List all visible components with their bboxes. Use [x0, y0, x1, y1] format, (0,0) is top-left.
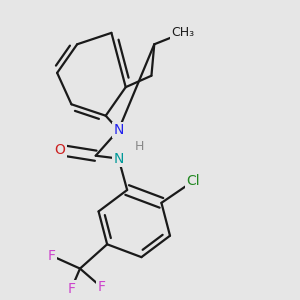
- Text: Cl: Cl: [186, 174, 200, 188]
- Text: F: F: [98, 280, 105, 294]
- Text: N: N: [113, 123, 124, 137]
- Text: CH₃: CH₃: [171, 26, 194, 39]
- Text: H: H: [134, 140, 144, 153]
- Text: F: F: [47, 249, 56, 263]
- Text: N: N: [113, 152, 124, 166]
- Text: O: O: [55, 143, 65, 157]
- Text: F: F: [68, 282, 75, 296]
